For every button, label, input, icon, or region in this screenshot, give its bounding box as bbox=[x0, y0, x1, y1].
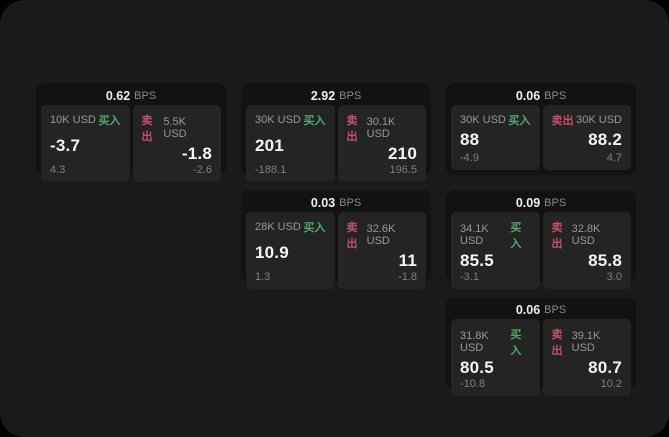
spread-value: 0.06 bbox=[515, 89, 541, 103]
buy-label: 买入 bbox=[98, 115, 121, 127]
spread-unit: BPS bbox=[544, 197, 567, 209]
buy-panel[interactable]: 10K USD 买入 -3.7 4.3 bbox=[41, 105, 130, 182]
sell-amount: 32.6K USD bbox=[366, 223, 396, 247]
sell-panel[interactable]: 卖出 32.6K USD 11 -1.8 bbox=[337, 212, 426, 289]
spread-unit: BPS bbox=[544, 304, 567, 316]
quote-card: 0.06 BPS 31.8K USD 买入 80.5 -10.8 卖出 39.1… bbox=[446, 297, 636, 396]
spread-unit: BPS bbox=[544, 90, 567, 102]
spread-header: 0.09 BPS bbox=[451, 194, 631, 212]
buy-panel[interactable]: 28K USD 买入 10.9 1.3 bbox=[246, 212, 335, 289]
buy-amount: 34.1K USD bbox=[460, 223, 489, 247]
buy-change: -188.1 bbox=[255, 164, 287, 176]
buy-price: 85.5 bbox=[460, 251, 494, 270]
quote-card: 0.03 BPS 28K USD 买入 10.9 1.3 卖出 32.6K US… bbox=[241, 190, 431, 289]
sell-label: 卖出 bbox=[551, 115, 574, 127]
sell-panel[interactable]: 卖出 32.8K USD 85.8 3.0 bbox=[542, 212, 631, 289]
sell-amount: 39.1K USD bbox=[571, 330, 601, 354]
spread-header: 0.62 BPS bbox=[41, 87, 221, 105]
sell-price: 88.2 bbox=[588, 130, 622, 149]
spread-header: 0.03 BPS bbox=[246, 194, 426, 212]
sell-change: 3.0 bbox=[606, 271, 622, 283]
buy-label: 买入 bbox=[510, 329, 522, 357]
sell-amount: 30K USD bbox=[576, 114, 622, 126]
spread-value: 0.09 bbox=[515, 196, 541, 210]
spread-header: 2.92 BPS bbox=[246, 87, 426, 105]
spread-header: 0.06 BPS bbox=[451, 301, 631, 319]
spread-value: 2.92 bbox=[310, 89, 336, 103]
sell-change: 196.5 bbox=[389, 164, 417, 176]
buy-amount: 31.8K USD bbox=[460, 330, 489, 354]
buy-label: 买入 bbox=[508, 115, 531, 127]
quote-card: 0.62 BPS 10K USD 买入 -3.7 4.3 卖出 5.5K USD bbox=[36, 83, 226, 182]
buy-amount: 30K USD bbox=[460, 114, 506, 126]
buy-panel[interactable]: 30K USD 买入 201 -188.1 bbox=[246, 105, 335, 182]
sell-panel[interactable]: 卖出 39.1K USD 80.7 10.2 bbox=[542, 319, 631, 396]
buy-panel[interactable]: 31.8K USD 买入 80.5 -10.8 bbox=[451, 319, 540, 396]
buy-amount: 10K USD bbox=[50, 114, 96, 126]
sell-price: -1.8 bbox=[181, 144, 212, 163]
buy-price: 201 bbox=[255, 136, 284, 155]
sell-label: 卖出 bbox=[346, 115, 358, 143]
buy-price: 80.5 bbox=[460, 358, 494, 377]
spread-unit: BPS bbox=[134, 90, 157, 102]
buy-label: 买入 bbox=[510, 222, 522, 250]
buy-amount: 30K USD bbox=[255, 114, 301, 126]
buy-change: -3.1 bbox=[460, 271, 479, 283]
sell-label: 卖出 bbox=[551, 222, 563, 250]
sell-amount: 5.5K USD bbox=[163, 116, 187, 140]
sell-price: 85.8 bbox=[588, 251, 622, 270]
buy-change: 4.3 bbox=[50, 164, 66, 176]
quote-card: 0.09 BPS 34.1K USD 买入 85.5 -3.1 卖出 32.8K… bbox=[446, 190, 636, 289]
sell-change: 4.7 bbox=[606, 152, 622, 164]
sell-amount: 32.8K USD bbox=[571, 223, 601, 247]
buy-price: -3.7 bbox=[50, 136, 81, 155]
buy-change: 1.3 bbox=[255, 271, 271, 283]
buy-label: 买入 bbox=[303, 222, 326, 234]
quote-card: 2.92 BPS 30K USD 买入 201 -188.1 卖出 30.1K … bbox=[241, 83, 431, 182]
sell-price: 80.7 bbox=[588, 358, 622, 377]
sell-amount: 30.1K USD bbox=[366, 116, 396, 140]
spread-value: 0.62 bbox=[105, 89, 131, 103]
spread-header: 0.06 BPS bbox=[451, 87, 631, 105]
buy-panel[interactable]: 34.1K USD 买入 85.5 -3.1 bbox=[451, 212, 540, 289]
sell-panel[interactable]: 卖出 30K USD 88.2 4.7 bbox=[542, 105, 631, 170]
sell-change: 10.2 bbox=[600, 378, 622, 390]
buy-price: 10.9 bbox=[255, 243, 289, 262]
sell-label: 卖出 bbox=[551, 329, 563, 357]
quote-grid: 0.62 BPS 10K USD 买入 -3.7 4.3 卖出 5.5K USD bbox=[36, 83, 636, 396]
buy-price: 88 bbox=[460, 130, 480, 149]
sell-change: -2.6 bbox=[193, 164, 212, 176]
buy-change: -4.9 bbox=[460, 152, 479, 164]
buy-label: 买入 bbox=[303, 115, 326, 127]
sell-label: 卖出 bbox=[141, 115, 153, 143]
sell-price: 11 bbox=[398, 251, 417, 270]
spread-unit: BPS bbox=[339, 197, 362, 209]
buy-panel[interactable]: 30K USD 买入 88 -4.9 bbox=[451, 105, 540, 170]
sell-panel[interactable]: 卖出 30.1K USD 210 196.5 bbox=[337, 105, 426, 182]
spread-unit: BPS bbox=[339, 90, 362, 102]
sell-price: 210 bbox=[388, 144, 417, 163]
buy-change: -10.8 bbox=[460, 378, 486, 390]
buy-amount: 28K USD bbox=[255, 221, 301, 233]
spread-value: 0.03 bbox=[310, 196, 336, 210]
spread-value: 0.06 bbox=[515, 303, 541, 317]
sell-panel[interactable]: 卖出 5.5K USD -1.8 -2.6 bbox=[132, 105, 221, 182]
quote-card: 0.06 BPS 30K USD 买入 88 -4.9 卖出 30K USD bbox=[446, 83, 636, 175]
sell-change: -1.8 bbox=[398, 271, 417, 283]
sell-label: 卖出 bbox=[346, 222, 358, 250]
